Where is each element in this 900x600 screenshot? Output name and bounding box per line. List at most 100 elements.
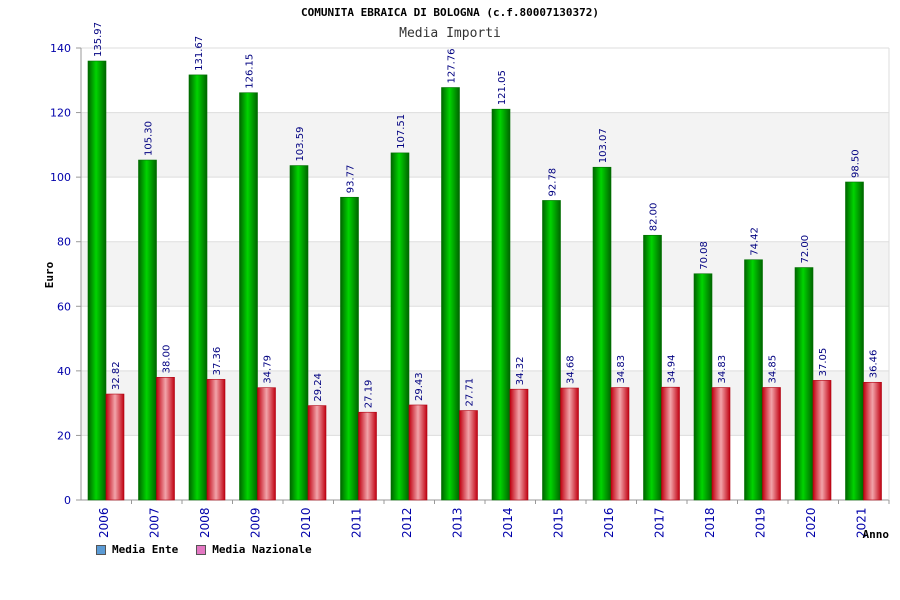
bar-media-nazionale-2015 [560, 387, 579, 501]
legend-swatch-media-ente [96, 544, 106, 555]
legend: Media Ente Media Nazionale [96, 543, 312, 556]
x-tick-label: 2019 [754, 507, 768, 538]
x-tick-label: 2012 [400, 507, 414, 538]
value-labels: 135.97 32.82 105.30 38.00 131.67 37.36 126.15 3… [93, 22, 880, 408]
x-tick-label: 2013 [451, 507, 465, 538]
x-tick-label: 2020 [804, 507, 818, 538]
data-label: 32.82 [111, 361, 122, 390]
plot-band [81, 112, 889, 178]
data-label: 27.71 [465, 378, 476, 407]
data-label: 93.77 [346, 165, 357, 194]
x-tick-label: 2011 [350, 507, 364, 538]
x-tick-label: 2007 [148, 507, 162, 538]
data-label: 72.00 [800, 235, 811, 264]
data-label: 70.08 [699, 241, 710, 270]
bar-media-nazionale-2013 [459, 410, 478, 501]
bar-media-nazionale-2018 [711, 387, 731, 501]
bar-media-nazionale-2014 [509, 388, 529, 501]
data-label: 34.68 [566, 355, 577, 384]
plot-band [81, 177, 889, 242]
plot-band [81, 48, 889, 113]
data-label: 82.00 [649, 203, 660, 232]
bar-media-ente-2013 [441, 87, 460, 501]
data-label: 131.67 [194, 36, 205, 71]
data-label: 34.85 [768, 355, 779, 384]
data-label: 127.76 [447, 49, 458, 84]
bar-media-ente-2020 [794, 267, 814, 501]
data-label: 34.94 [667, 355, 678, 384]
y-tick-label: 20 [57, 429, 71, 442]
bar-media-ente-2006 [87, 60, 107, 501]
bar-media-nazionale-2009 [257, 387, 276, 501]
bar-media-nazionale-2011 [358, 411, 377, 501]
chart-subtitle: Media Importi [399, 26, 501, 41]
bar-media-ente-2010 [289, 165, 309, 501]
x-tick-label: 2015 [552, 507, 566, 538]
data-label: 92.78 [548, 168, 559, 197]
bar-media-nazionale-2008 [206, 379, 226, 501]
data-label: 36.46 [869, 350, 880, 379]
data-label: 34.83 [717, 355, 728, 384]
bar-media-nazionale-2019 [762, 387, 781, 501]
data-label: 135.97 [93, 22, 104, 57]
data-label: 27.19 [364, 380, 375, 409]
legend-item-media-ente: Media Ente [96, 543, 178, 556]
x-axis-label: Anno [863, 528, 890, 541]
bar-media-nazionale-2007 [156, 377, 175, 501]
y-tick-label: 40 [57, 365, 71, 378]
data-label: 121.05 [497, 70, 508, 105]
data-label: 37.36 [212, 347, 223, 376]
data-label: 98.50 [851, 149, 862, 178]
bar-media-ente-2014 [491, 108, 511, 501]
bar-media-nazionale-2012 [408, 404, 428, 501]
legend-label-media-ente: Media Ente [112, 543, 179, 556]
bar-media-ente-2009 [239, 92, 258, 501]
y-tick-label: 60 [57, 300, 71, 313]
bar-media-nazionale-2016 [610, 387, 630, 501]
bar-media-ente-2008 [188, 74, 208, 501]
data-label: 37.05 [818, 348, 829, 377]
legend-item-media-nazionale: Media Nazionale [196, 543, 312, 556]
y-tick-label: 120 [50, 107, 71, 120]
y-axis-label: Euro [43, 261, 56, 288]
bar-media-ente-2019 [744, 259, 763, 501]
data-label: 74.42 [750, 227, 761, 256]
data-label: 34.83 [616, 355, 627, 384]
x-tick-label: 2017 [653, 507, 667, 538]
x-tick-label: 2008 [198, 507, 212, 538]
bar-media-ente-2012 [390, 152, 410, 501]
data-label: 105.30 [144, 121, 155, 156]
bar-media-ente-2015 [542, 200, 561, 501]
data-label: 107.51 [396, 114, 407, 149]
bar-media-nazionale-2021 [863, 381, 882, 501]
data-label: 34.32 [515, 357, 526, 386]
data-label: 29.43 [414, 372, 425, 401]
x-tick-label: 2018 [703, 507, 717, 538]
data-label: 103.07 [598, 128, 609, 163]
bar-media-ente-2021 [845, 181, 864, 501]
y-tick-label: 80 [57, 236, 71, 249]
bar-media-nazionale-2006 [105, 393, 125, 501]
bar-media-nazionale-2020 [812, 380, 832, 501]
bars [87, 60, 882, 501]
data-label: 34.79 [263, 355, 274, 384]
bar-media-nazionale-2010 [307, 405, 327, 501]
y-tick-label: 100 [50, 171, 71, 184]
data-label: 126.15 [245, 54, 256, 89]
x-tick-label: 2010 [299, 507, 313, 538]
x-tick-label: 2009 [249, 507, 263, 538]
tick-labels: 0 20 40 60 80 100 120 140 2006 2007 2008 2009 2010 20… [50, 42, 869, 538]
bar-media-ente-2018 [693, 273, 713, 501]
data-label: 38.00 [162, 345, 173, 374]
chart-title: COMUNITA EBRAICA DI BOLOGNA (c.f.8000713… [300, 6, 599, 19]
y-tick-label: 0 [64, 494, 71, 507]
y-tick-label: 140 [50, 42, 71, 55]
data-label: 29.24 [313, 373, 324, 402]
bar-media-ente-2011 [340, 196, 359, 501]
bar-media-ente-2016 [592, 166, 612, 501]
plot-background [81, 48, 889, 500]
legend-label-media-nazionale: Media Nazionale [212, 543, 312, 556]
bar-media-nazionale-2017 [661, 386, 680, 501]
x-tick-label: 2014 [501, 507, 515, 538]
